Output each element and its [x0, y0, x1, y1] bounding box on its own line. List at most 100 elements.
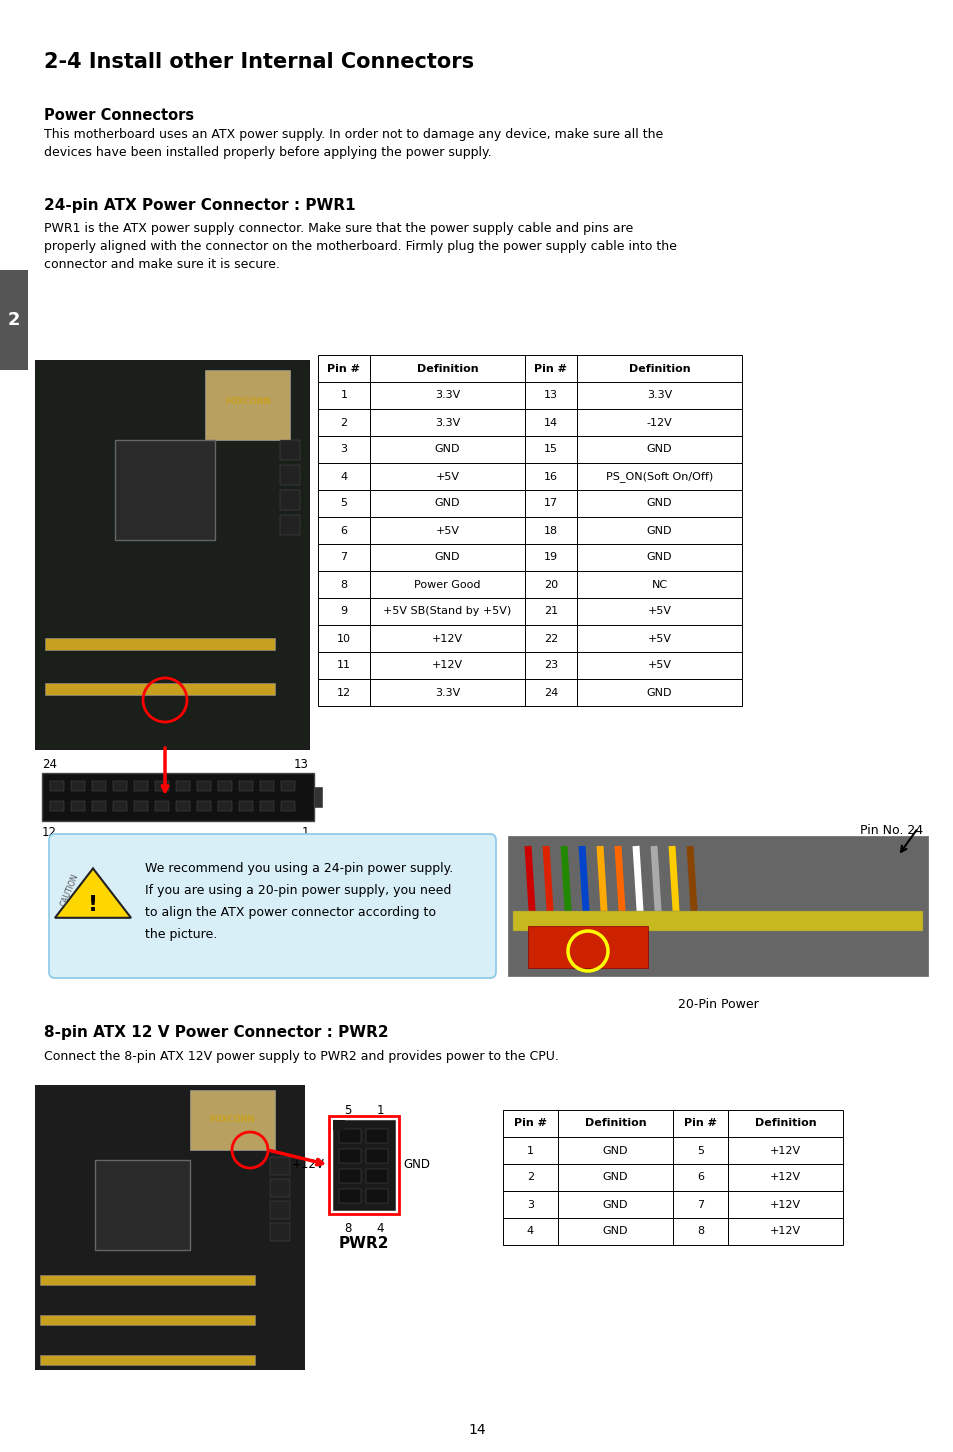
Bar — [502, 1109, 558, 1137]
Bar — [370, 354, 524, 382]
Bar — [218, 781, 232, 791]
Bar — [672, 1109, 727, 1137]
Bar — [370, 544, 524, 571]
Bar — [154, 781, 169, 791]
Bar — [317, 544, 370, 571]
Text: +12V: +12V — [292, 1159, 325, 1172]
Text: GND: GND — [435, 444, 459, 454]
Text: Pin #: Pin # — [683, 1118, 717, 1128]
Text: GND: GND — [435, 498, 459, 508]
Text: +5V SB(Stand by +5V): +5V SB(Stand by +5V) — [383, 607, 511, 617]
Text: to align the ATX power connector according to: to align the ATX power connector accordi… — [145, 906, 436, 919]
Bar — [577, 652, 741, 680]
Bar — [317, 517, 370, 544]
Text: the picture.: the picture. — [145, 928, 217, 941]
Bar — [317, 571, 370, 598]
Bar — [40, 1316, 254, 1326]
Text: 11: 11 — [336, 661, 351, 671]
Bar — [577, 544, 741, 571]
Bar — [175, 781, 190, 791]
Bar — [338, 1169, 360, 1183]
Bar — [91, 781, 106, 791]
Bar — [524, 624, 577, 652]
Bar — [524, 354, 577, 382]
Bar — [524, 436, 577, 463]
Bar — [370, 463, 524, 489]
Bar — [370, 409, 524, 436]
Text: +5V: +5V — [435, 526, 459, 536]
Bar — [727, 1137, 842, 1165]
Text: 2: 2 — [526, 1173, 534, 1182]
Bar — [115, 440, 214, 540]
Bar — [370, 517, 524, 544]
Text: +5V: +5V — [647, 633, 671, 643]
Bar — [577, 598, 741, 624]
Text: PS_ON(Soft On/Off): PS_ON(Soft On/Off) — [605, 470, 713, 482]
Bar — [281, 802, 294, 812]
Text: 7: 7 — [340, 553, 347, 562]
Text: 21: 21 — [543, 607, 558, 617]
Text: 22: 22 — [543, 633, 558, 643]
Text: Definition: Definition — [754, 1118, 816, 1128]
Bar — [727, 1218, 842, 1244]
Bar — [577, 571, 741, 598]
Bar — [524, 489, 577, 517]
Bar — [507, 836, 927, 976]
Bar — [239, 802, 253, 812]
Bar — [45, 637, 274, 650]
Bar — [91, 802, 106, 812]
Bar — [175, 802, 190, 812]
Bar — [370, 652, 524, 680]
Bar — [727, 1191, 842, 1218]
Text: PWR2: PWR2 — [338, 1237, 389, 1252]
Bar — [270, 1223, 290, 1241]
Text: 1: 1 — [340, 391, 347, 401]
Bar — [366, 1169, 388, 1183]
Text: GND: GND — [602, 1227, 628, 1237]
Bar — [205, 370, 290, 440]
Bar — [513, 910, 923, 931]
Text: 5: 5 — [340, 498, 347, 508]
Bar — [366, 1149, 388, 1163]
Text: properly aligned with the connector on the motherboard. Firmly plug the power su: properly aligned with the connector on t… — [44, 240, 677, 253]
Text: 3: 3 — [340, 444, 347, 454]
Bar — [270, 1179, 290, 1196]
Bar — [35, 360, 310, 751]
Bar — [333, 1119, 345, 1130]
Bar — [314, 787, 322, 807]
Text: +5V: +5V — [435, 472, 459, 482]
Bar — [577, 354, 741, 382]
Text: 4: 4 — [340, 472, 347, 482]
Bar — [502, 1165, 558, 1191]
Text: GND: GND — [646, 687, 672, 697]
Bar — [317, 680, 370, 706]
Bar — [370, 598, 524, 624]
Text: 12: 12 — [336, 687, 351, 697]
Bar — [672, 1218, 727, 1244]
Bar — [524, 382, 577, 409]
Bar — [524, 652, 577, 680]
Text: We recommend you using a 24-pin power supply.: We recommend you using a 24-pin power su… — [145, 862, 453, 876]
Text: PWR1 is the ATX power supply connector. Make sure that the power supply cable an: PWR1 is the ATX power supply connector. … — [44, 222, 633, 235]
Bar — [281, 781, 294, 791]
Bar — [366, 1189, 388, 1204]
Text: 8-pin ATX 12 V Power Connector : PWR2: 8-pin ATX 12 V Power Connector : PWR2 — [44, 1025, 388, 1040]
Text: This motherboard uses an ATX power supply. In order not to damage any device, ma: This motherboard uses an ATX power suppl… — [44, 128, 662, 141]
Text: Pin No. 24: Pin No. 24 — [859, 823, 923, 836]
Text: GND: GND — [646, 498, 672, 508]
Bar — [239, 781, 253, 791]
Text: GND: GND — [646, 553, 672, 562]
Text: 24-pin ATX Power Connector : PWR1: 24-pin ATX Power Connector : PWR1 — [44, 197, 355, 213]
Text: 6: 6 — [697, 1173, 703, 1182]
Text: 14: 14 — [468, 1423, 485, 1437]
Text: 16: 16 — [543, 472, 558, 482]
Bar — [40, 1355, 254, 1365]
Text: 20: 20 — [543, 579, 558, 590]
Bar — [558, 1109, 672, 1137]
Bar — [370, 624, 524, 652]
Bar — [502, 1137, 558, 1165]
Bar — [40, 1275, 254, 1285]
Text: GND: GND — [602, 1173, 628, 1182]
Bar — [317, 624, 370, 652]
Text: Definition: Definition — [628, 363, 690, 373]
